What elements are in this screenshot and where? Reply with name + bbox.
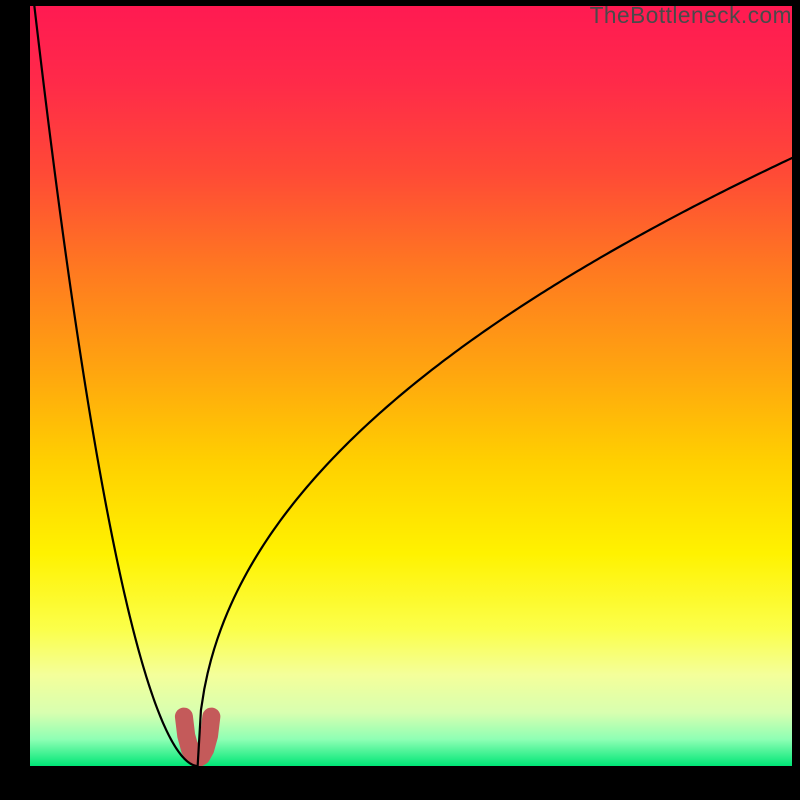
chart-stage: TheBottleneck.com xyxy=(0,0,800,800)
bottleneck-chart xyxy=(0,0,800,800)
